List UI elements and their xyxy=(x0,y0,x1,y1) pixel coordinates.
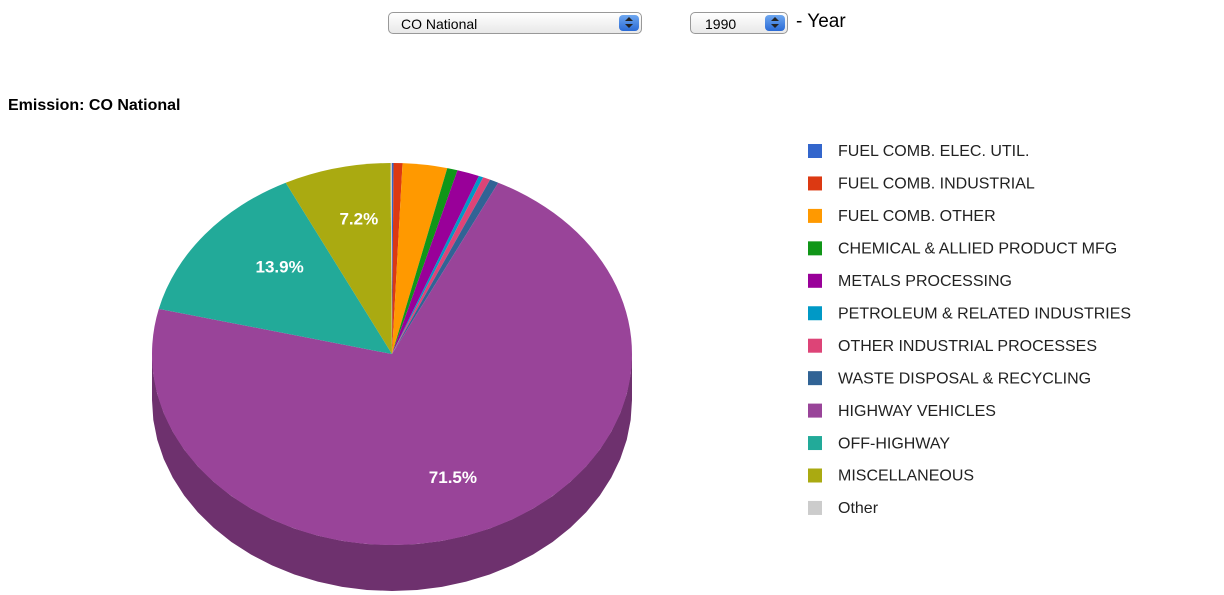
legend-label: OFF-HIGHWAY xyxy=(838,435,950,452)
legend-swatch xyxy=(808,468,822,483)
pollutant-select[interactable]: CO National xyxy=(388,12,642,34)
chart-title: Emission: CO National xyxy=(8,97,180,114)
legend-label: MISCELLANEOUS xyxy=(838,468,974,485)
slice xyxy=(158,182,392,354)
slice-label: 13.9% xyxy=(256,258,304,277)
legend-swatch xyxy=(808,371,822,386)
legend-label: OTHER INDUSTRIAL PROCESSES xyxy=(838,338,1097,355)
legend-swatch xyxy=(808,436,822,451)
legend-swatch xyxy=(808,403,822,418)
slice-label: 71.5% xyxy=(429,468,477,487)
legend-label: FUEL COMB. INDUSTRIAL xyxy=(838,176,1035,193)
slice xyxy=(392,170,479,354)
slice xyxy=(390,163,392,354)
slice xyxy=(285,163,392,354)
legend-label: HIGHWAY VEHICLES xyxy=(838,403,996,420)
legend-swatch xyxy=(808,338,822,353)
pollutant-value: CO National xyxy=(401,16,478,32)
slice-side xyxy=(152,354,632,591)
slice xyxy=(392,163,403,354)
legend-swatch xyxy=(808,306,822,321)
slice xyxy=(152,182,633,545)
slice xyxy=(392,179,499,354)
legend-label: FUEL COMB. ELEC. UTIL. xyxy=(838,143,1029,160)
select-arrow xyxy=(619,15,639,31)
legend-swatch xyxy=(808,273,822,288)
legend-label: WASTE DISPOSAL & RECYCLING xyxy=(838,370,1091,387)
legend-label: Other xyxy=(838,500,879,517)
legend-label: FUEL COMB. OTHER xyxy=(838,208,996,225)
legend-swatch xyxy=(808,500,822,515)
legend-label: PETROLEUM & RELATED INDUSTRIES xyxy=(838,305,1131,322)
legend-label: CHEMICAL & ALLIED PRODUCT MFG xyxy=(838,241,1117,258)
slice xyxy=(392,175,484,354)
slice-label: 7.2% xyxy=(339,210,378,229)
year-label: - Year xyxy=(796,11,846,32)
legend-swatch xyxy=(808,144,822,158)
legend-swatch xyxy=(808,208,822,223)
select-arrow xyxy=(765,15,785,31)
slice xyxy=(392,177,491,354)
legend-swatch xyxy=(808,241,822,256)
year-value: 1990 xyxy=(705,16,737,32)
year-select[interactable]: 1990 xyxy=(690,12,788,34)
slice xyxy=(392,163,394,354)
slice xyxy=(392,168,458,354)
slice xyxy=(392,163,448,354)
legend-swatch xyxy=(808,176,822,191)
legend-label: METALS PROCESSING xyxy=(838,273,1012,290)
